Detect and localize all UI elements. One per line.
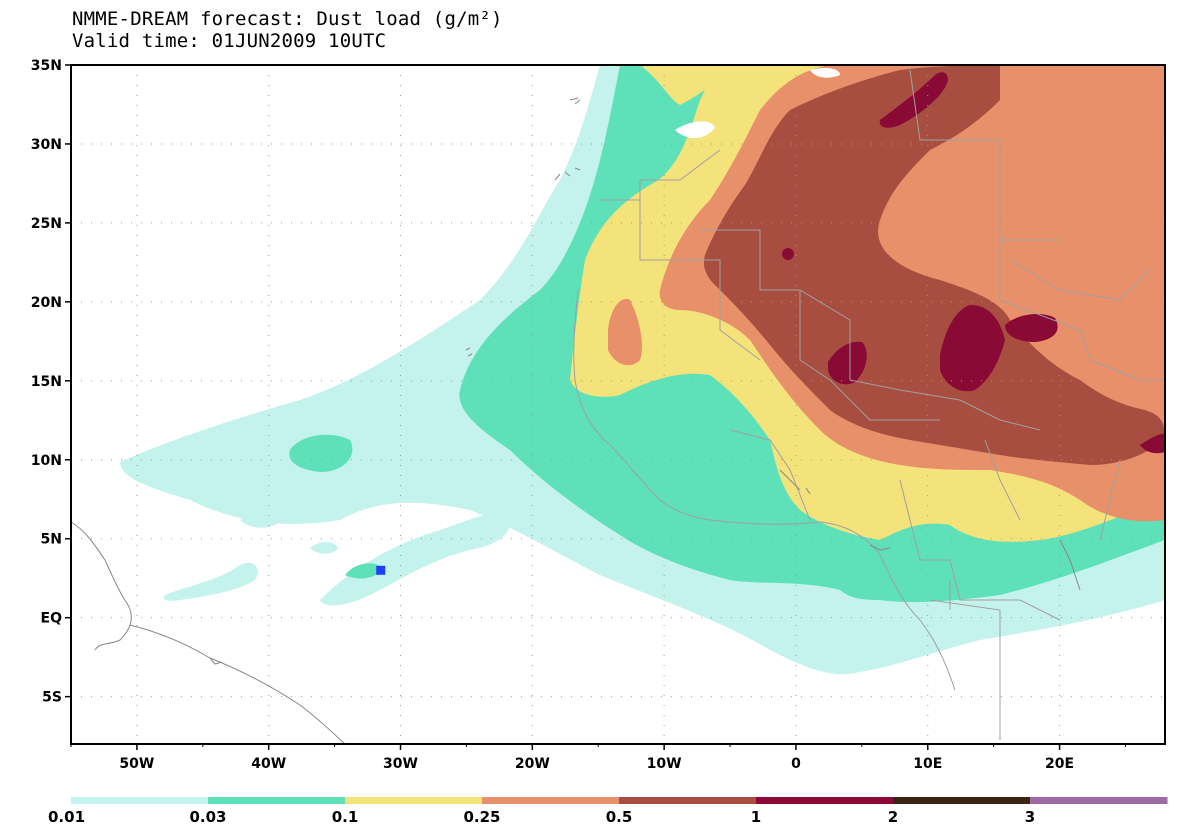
lat-tick-label: 5S — [42, 690, 62, 706]
legend-swatch — [619, 797, 757, 804]
longitude-axis: 50W 40W 30W 20W 10W 0 10E 20E — [70, 744, 1126, 772]
legend-swatch — [208, 797, 346, 804]
legend-label: 2 — [888, 808, 898, 826]
dust-contour-1 — [940, 305, 1005, 392]
lon-tick-label: 10E — [913, 756, 942, 772]
dust-contour-1 — [828, 341, 867, 385]
legend-label: 0.25 — [463, 808, 500, 826]
lon-tick-label: 20E — [1045, 756, 1074, 772]
legend-swatch — [71, 797, 209, 804]
legend-swatch — [482, 797, 620, 804]
legend-swatch — [893, 797, 1031, 804]
lat-tick-label: 15N — [31, 374, 62, 390]
clear-area — [810, 67, 840, 78]
legend-swatch — [756, 797, 894, 804]
dust-contour-1 — [782, 248, 794, 260]
map-frame — [70, 64, 1166, 745]
legend-label: 0.01 — [48, 808, 85, 826]
lon-tick-label: 20W — [515, 756, 550, 772]
dust-contour-0.03 — [345, 563, 382, 579]
legend-label: 0.03 — [189, 808, 226, 826]
latitude-axis: 35N 30N 25N 20N 15N 10N 5N EQ 5S — [31, 58, 71, 706]
lon-tick-label: 50W — [119, 756, 154, 772]
dust-contour-0.03 — [289, 434, 353, 472]
dust-contour-0.25 — [608, 299, 642, 366]
legend-swatch — [1030, 797, 1168, 804]
legend-swatch — [345, 797, 483, 804]
lon-tick-label: 30W — [383, 756, 418, 772]
lat-tick-label: 10N — [31, 453, 62, 469]
lat-tick-label: EQ — [41, 611, 63, 627]
dust-contour-1 — [1140, 433, 1165, 454]
dust-contour-0.01 — [240, 513, 280, 528]
clear-area — [675, 121, 715, 139]
lon-tick-label: 10W — [647, 756, 682, 772]
lat-tick-label: 25N — [31, 216, 62, 232]
lon-tick-label: 40W — [251, 756, 286, 772]
station-marker — [376, 565, 386, 575]
dust-field — [120, 65, 1165, 675]
coastlines — [70, 97, 1081, 745]
legend-label: 3 — [1025, 808, 1035, 826]
valid-time-label: Valid time: 01JUN2009 10UTC — [72, 30, 387, 52]
dust-contour-0.01 — [310, 542, 338, 554]
dust-contour-0.01 — [320, 512, 511, 606]
dust-contour-0.5 — [703, 65, 1165, 465]
country-borders — [573, 69, 1165, 740]
map-title: NMME-DREAM forecast: Dust load (g/m²) — [72, 8, 503, 30]
legend-label: 0.1 — [332, 808, 359, 826]
legend-label: 1 — [751, 808, 761, 826]
lon-tick-label: 0 — [791, 756, 801, 772]
dust-contour-0.01 — [163, 562, 258, 601]
lat-tick-label: 5N — [41, 532, 62, 548]
lat-tick-label: 20N — [31, 295, 62, 311]
legend: 0.01 0.03 0.1 0.25 0.5 1 2 3 — [48, 797, 1168, 826]
dust-contour-1 — [1005, 314, 1058, 342]
legend-label: 0.5 — [606, 808, 633, 826]
lat-tick-label: 35N — [31, 58, 62, 74]
lat-tick-label: 30N — [31, 137, 62, 153]
